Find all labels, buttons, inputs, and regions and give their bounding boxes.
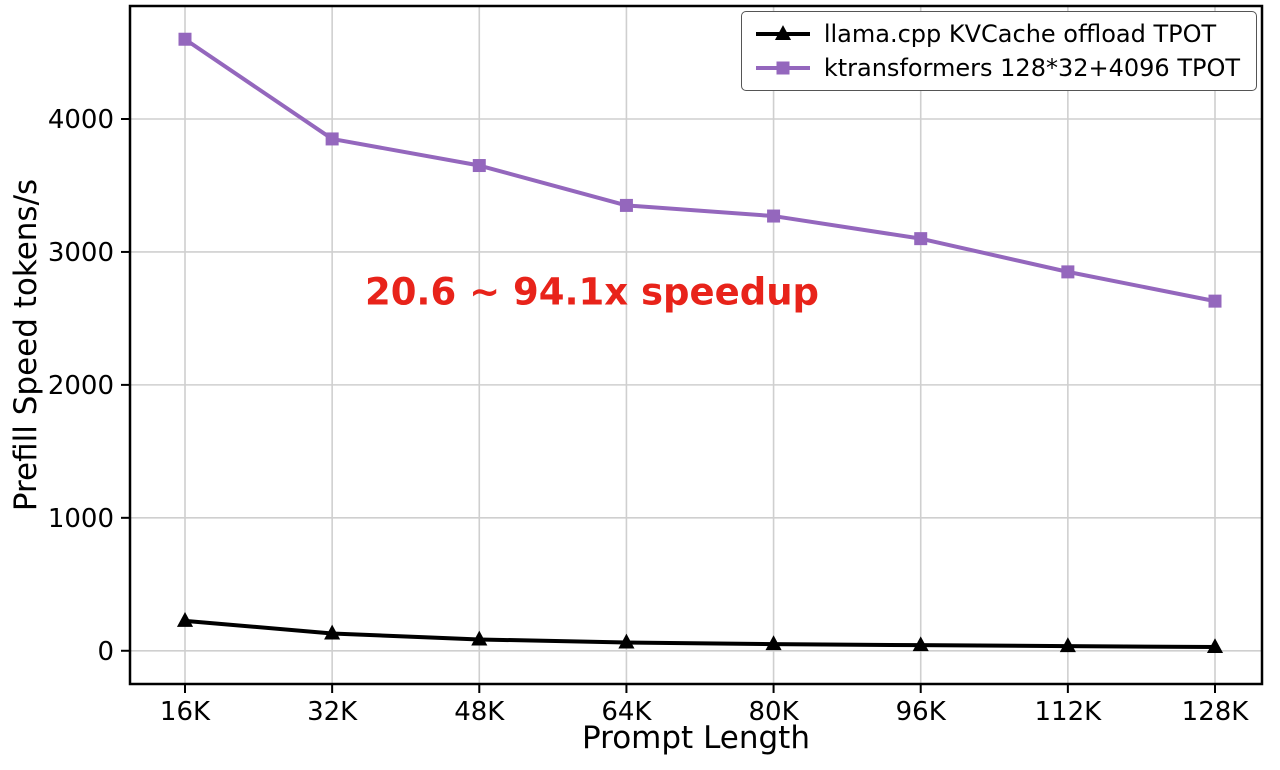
y-axis-label: Prefill Speed tokens/s [8,178,44,512]
legend-item-llama-cpp: llama.cpp KVCache offload TPOT [754,20,1240,48]
square-marker [325,132,339,146]
legend-label-llama-cpp: llama.cpp KVCache offload TPOT [823,20,1217,48]
x-tick-label: 64K [601,697,652,727]
triangle-marker [471,630,488,646]
x-tick-label: 128K [1182,697,1250,727]
x-tick-label: 32K [307,697,358,727]
triangle-marker [1059,637,1076,653]
square-marker [767,209,781,223]
ktransformers-line-sample [755,61,810,75]
llama-cpp-line-sample [755,25,810,40]
square-marker [1208,294,1222,308]
triangle-marker [765,635,782,651]
triangle-marker [774,25,791,40]
triangle-marker [1206,638,1224,654]
plot-border [128,4,1264,686]
x-tick-label: 48K [454,697,505,727]
x-tick-label: 96K [896,697,947,727]
legend: llama.cpp KVCache offload TPOT ktransfor… [740,11,1257,91]
triangle-marker [324,624,341,640]
square-marker [1061,265,1075,279]
x-tick-label: 80K [749,697,800,727]
y-tick-label: 0 [97,637,114,667]
triangle-marker [618,633,635,649]
square-marker [619,198,633,212]
square-marker [914,232,928,246]
y-tick-label: 2000 [48,371,114,401]
speedup-annotation: 20.6 ~ 94.1x speedup [364,270,820,314]
series-line-0 [183,618,1217,650]
series-line-1 [183,37,1217,304]
square-marker [472,159,486,173]
y-tick-label: 1000 [48,504,114,534]
y-tick-label: 4000 [48,105,114,135]
triangle-marker [912,636,929,652]
triangle-marker [176,612,194,627]
square-marker [178,32,192,46]
x-tick-label: 112K [1035,697,1103,727]
legend-item-ktransformers: ktransformers 128*32+4096 TPOT [754,54,1240,82]
x-tick-label: 16K [160,697,211,727]
y-tick-label: 3000 [48,238,114,268]
x-axis-label: Prompt Length [582,720,810,756]
legend-label-ktransformers: ktransformers 128*32+4096 TPOT [823,54,1240,82]
square-marker [776,61,790,75]
